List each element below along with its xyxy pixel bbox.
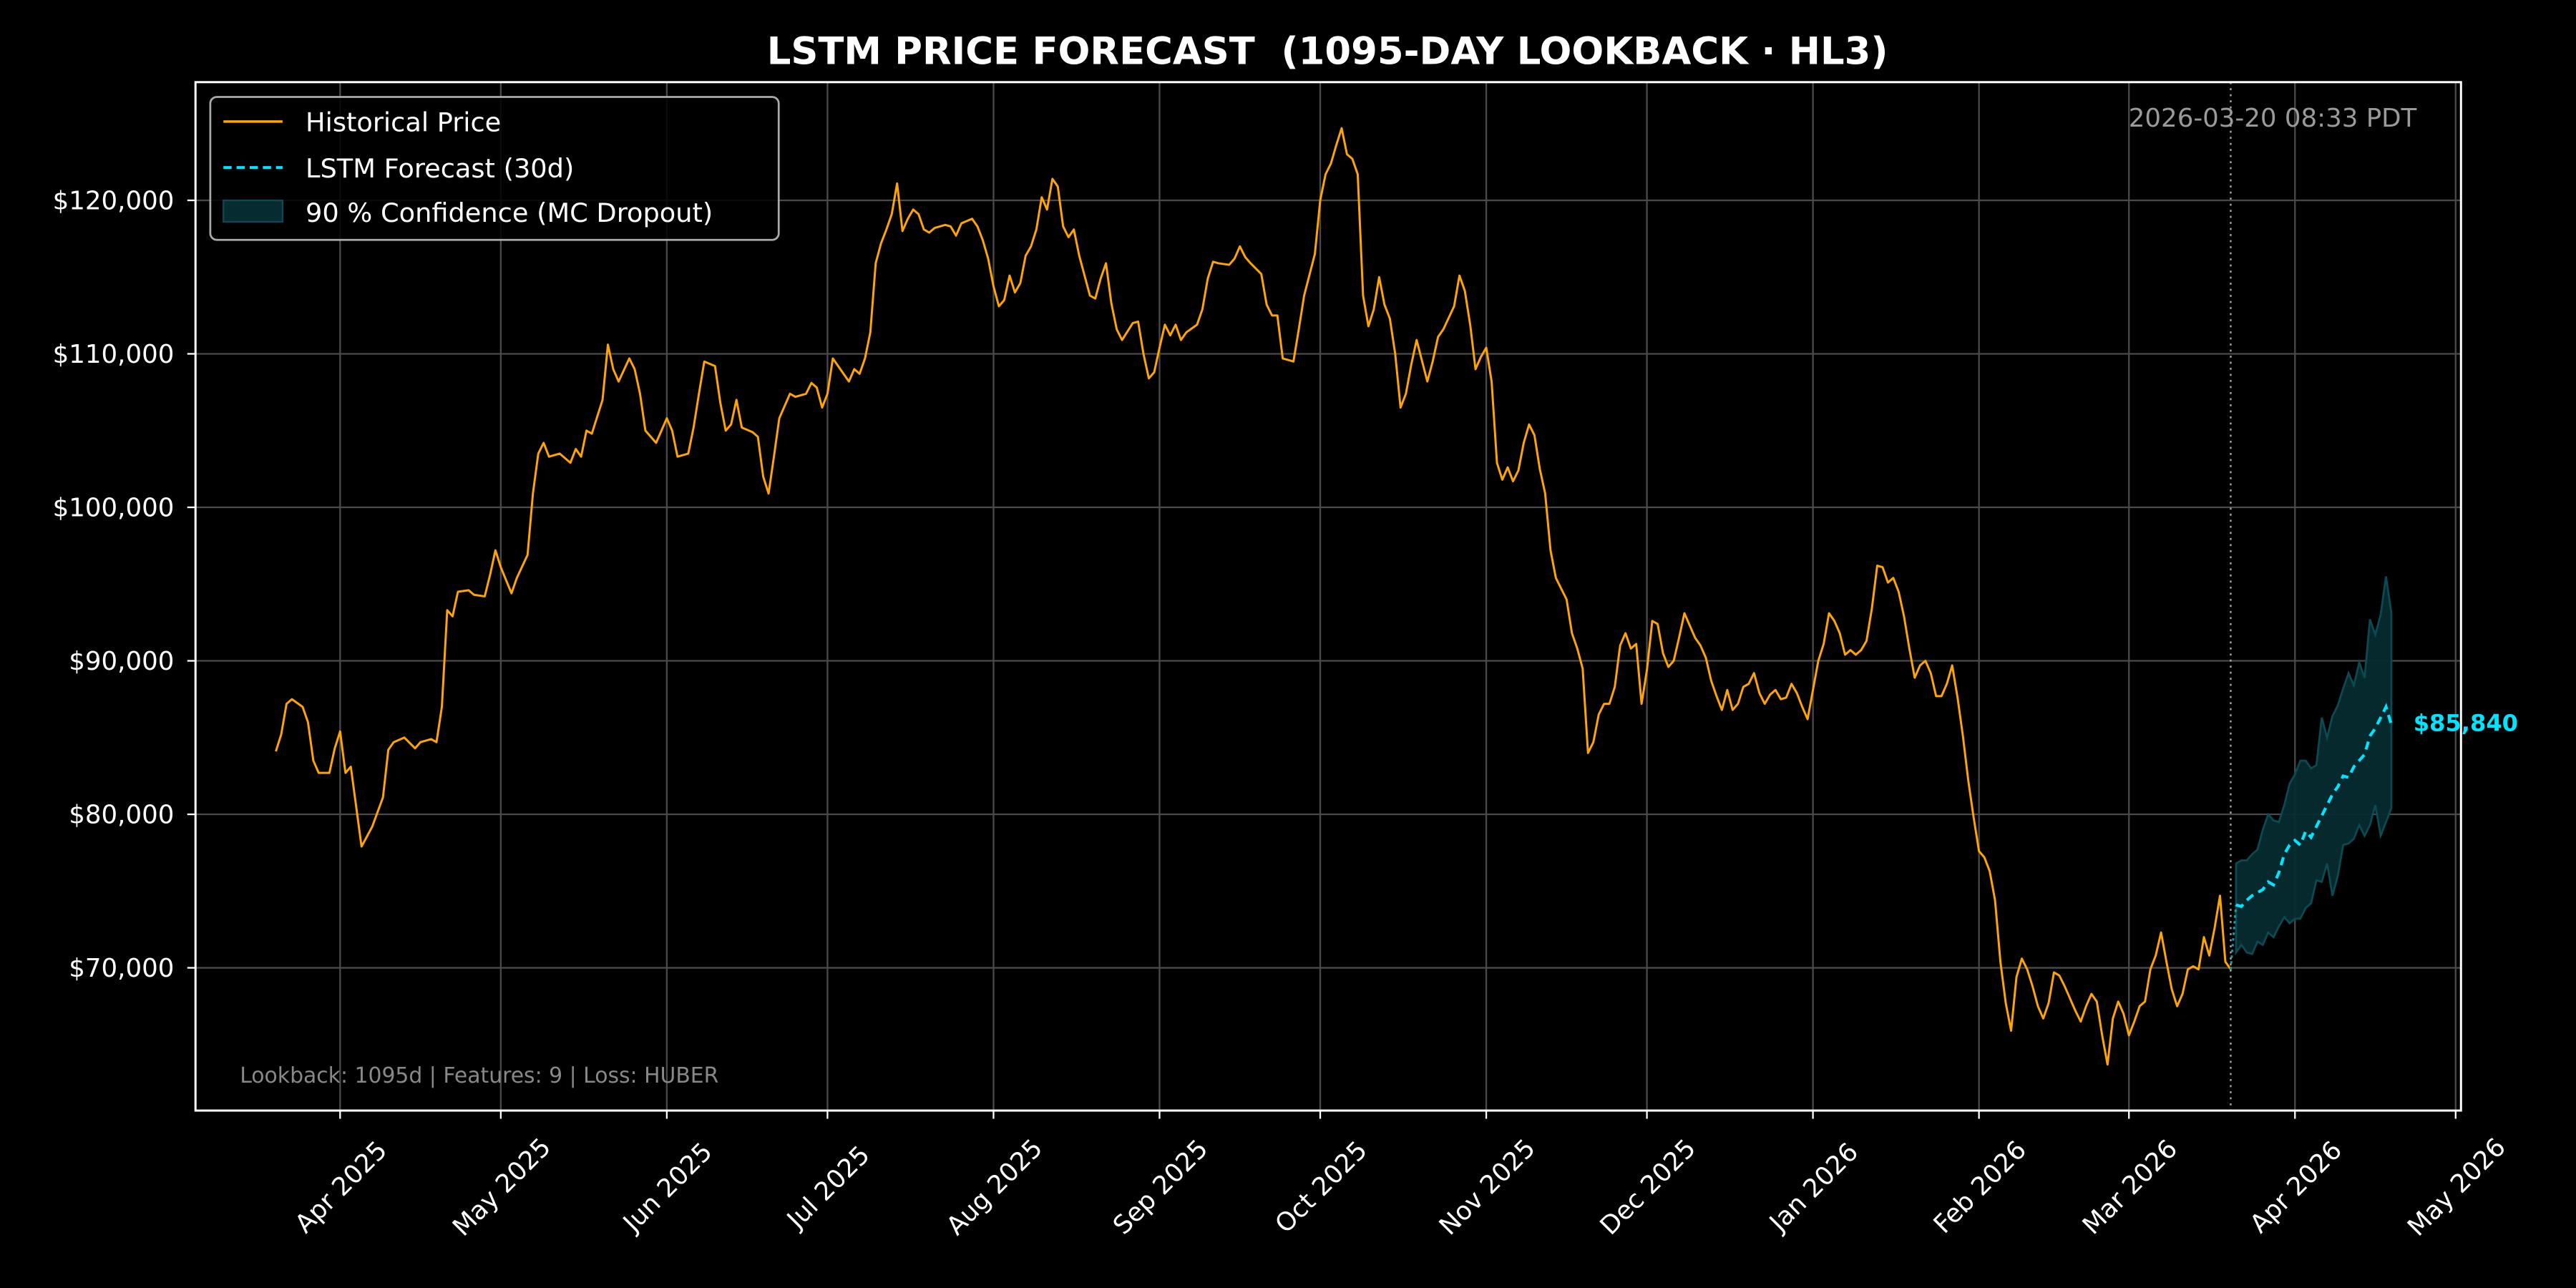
confidence-band-layer (2235, 576, 2393, 956)
legend-historical-label: Historical Price (306, 107, 501, 138)
legend-band-label: 90 % Confidence (MC Dropout) (306, 197, 713, 228)
y-tick-label: $100,000 (53, 494, 175, 523)
timestamp: 2026-03-20 08:33 PDT (2129, 104, 2417, 133)
legend-box (209, 96, 780, 241)
y-axis: $70,000 $80,000 $90,000 $100,000 $110,000 $12… (53, 187, 196, 983)
final-value-label: $85,840 (2414, 710, 2518, 737)
plot-frame (194, 81, 2462, 1112)
y-tick-label: $110,000 (53, 340, 175, 369)
historical-price-line (275, 127, 2232, 1066)
y-tick-label: $80,000 (69, 801, 174, 830)
chart-title: LSTM PRICE FORECAST (1095-DAY LOOKBACK ·… (767, 30, 1888, 74)
legend-forecast-label: LSTM Forecast (30d) (306, 153, 574, 184)
grid-lines (195, 82, 2462, 1111)
series-layer (275, 127, 2393, 1066)
y-tick-label: $70,000 (69, 954, 174, 983)
footer-note: Lookback: 1095d | Features: 9 | Loss: HU… (240, 1063, 718, 1088)
y-tick-label: $90,000 (69, 647, 174, 676)
forecast-line (2235, 703, 2393, 909)
legend-band-swatch (223, 199, 284, 223)
y-tick-label: $120,000 (53, 187, 175, 216)
legend: Historical Price LSTM Forecast (30d) 90 … (209, 96, 780, 241)
forecast-connector-line (2229, 904, 2238, 970)
confidence-band (2235, 576, 2393, 956)
